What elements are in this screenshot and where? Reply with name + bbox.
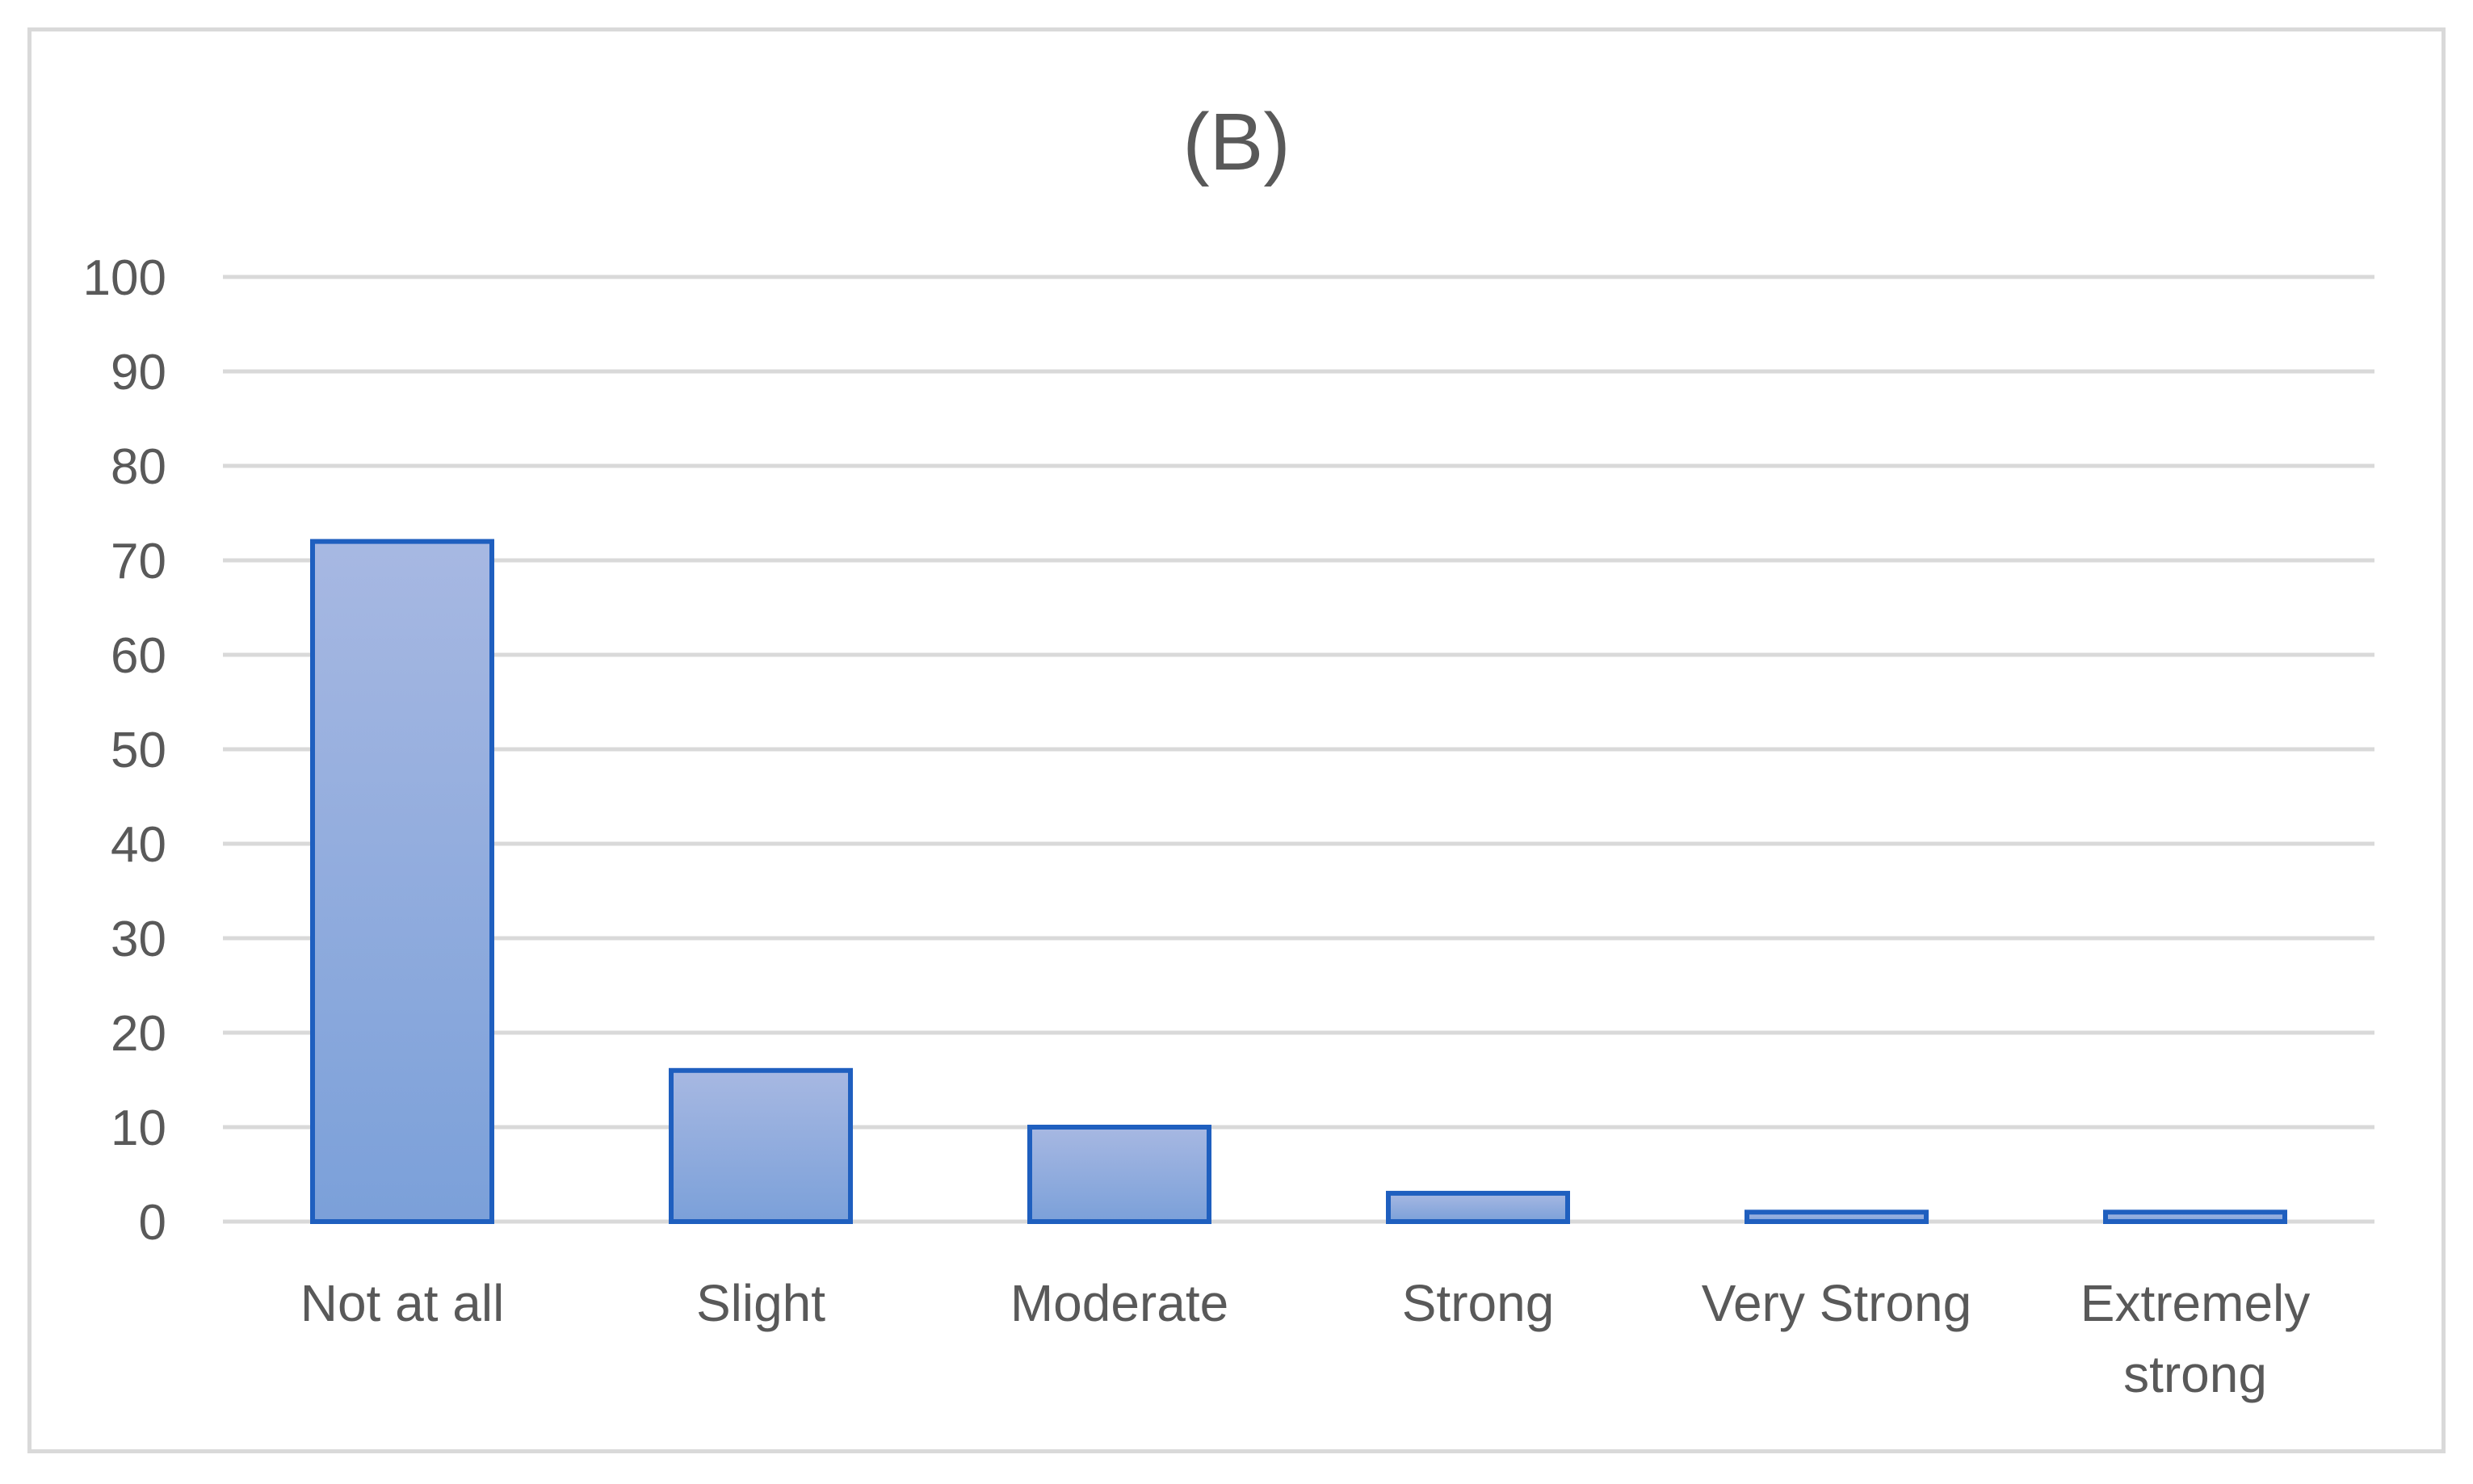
y-tick-label: 70 xyxy=(111,534,166,589)
x-tick-label-line: Extremely xyxy=(2080,1274,2311,1332)
bar xyxy=(1745,1209,1929,1225)
y-axis-ticks: 0 10 20 30 40 50 60 70 80 90 100 xyxy=(83,250,166,1251)
y-tick-label: 60 xyxy=(111,628,166,684)
x-tick-label: Not at all xyxy=(300,1274,505,1332)
bar xyxy=(310,539,494,1224)
x-tick-label-line: Strong xyxy=(1402,1274,1555,1332)
x-tick-label-line: Not at all xyxy=(300,1274,505,1332)
x-tick-label: Very Strong xyxy=(1702,1274,1971,1332)
x-tick-label: Strong xyxy=(1402,1274,1555,1332)
x-tick-label-line: Slight xyxy=(696,1274,825,1332)
x-tick-label: Moderate xyxy=(1010,1274,1228,1332)
bar xyxy=(2103,1209,2287,1225)
bar xyxy=(1027,1125,1211,1224)
y-tick-label: 90 xyxy=(111,345,166,400)
bar xyxy=(669,1067,853,1225)
x-tick-label-line: strong xyxy=(2123,1345,2267,1403)
y-tick-label: 30 xyxy=(111,912,166,967)
y-tick-label: 100 xyxy=(83,250,166,306)
y-tick-label: 0 xyxy=(139,1195,166,1251)
y-tick-label: 10 xyxy=(111,1100,166,1156)
chart-title: (B) xyxy=(1182,97,1290,187)
x-tick-label: Slight xyxy=(696,1274,825,1332)
y-tick-label: 20 xyxy=(111,1006,166,1062)
x-axis-labels: Not at all Slight Moderate Strong Very Stron… xyxy=(300,1274,2311,1403)
y-tick-label: 40 xyxy=(111,817,166,873)
gridlines xyxy=(223,275,2374,1224)
y-tick-label: 80 xyxy=(111,439,166,495)
x-tick-label-line: Moderate xyxy=(1010,1274,1228,1332)
bars xyxy=(310,539,2287,1225)
x-tick-label: Extremely strong xyxy=(2080,1274,2311,1403)
x-tick-label-line: Very Strong xyxy=(1702,1274,1971,1332)
y-tick-label: 50 xyxy=(111,723,166,778)
bar xyxy=(1386,1190,1570,1225)
